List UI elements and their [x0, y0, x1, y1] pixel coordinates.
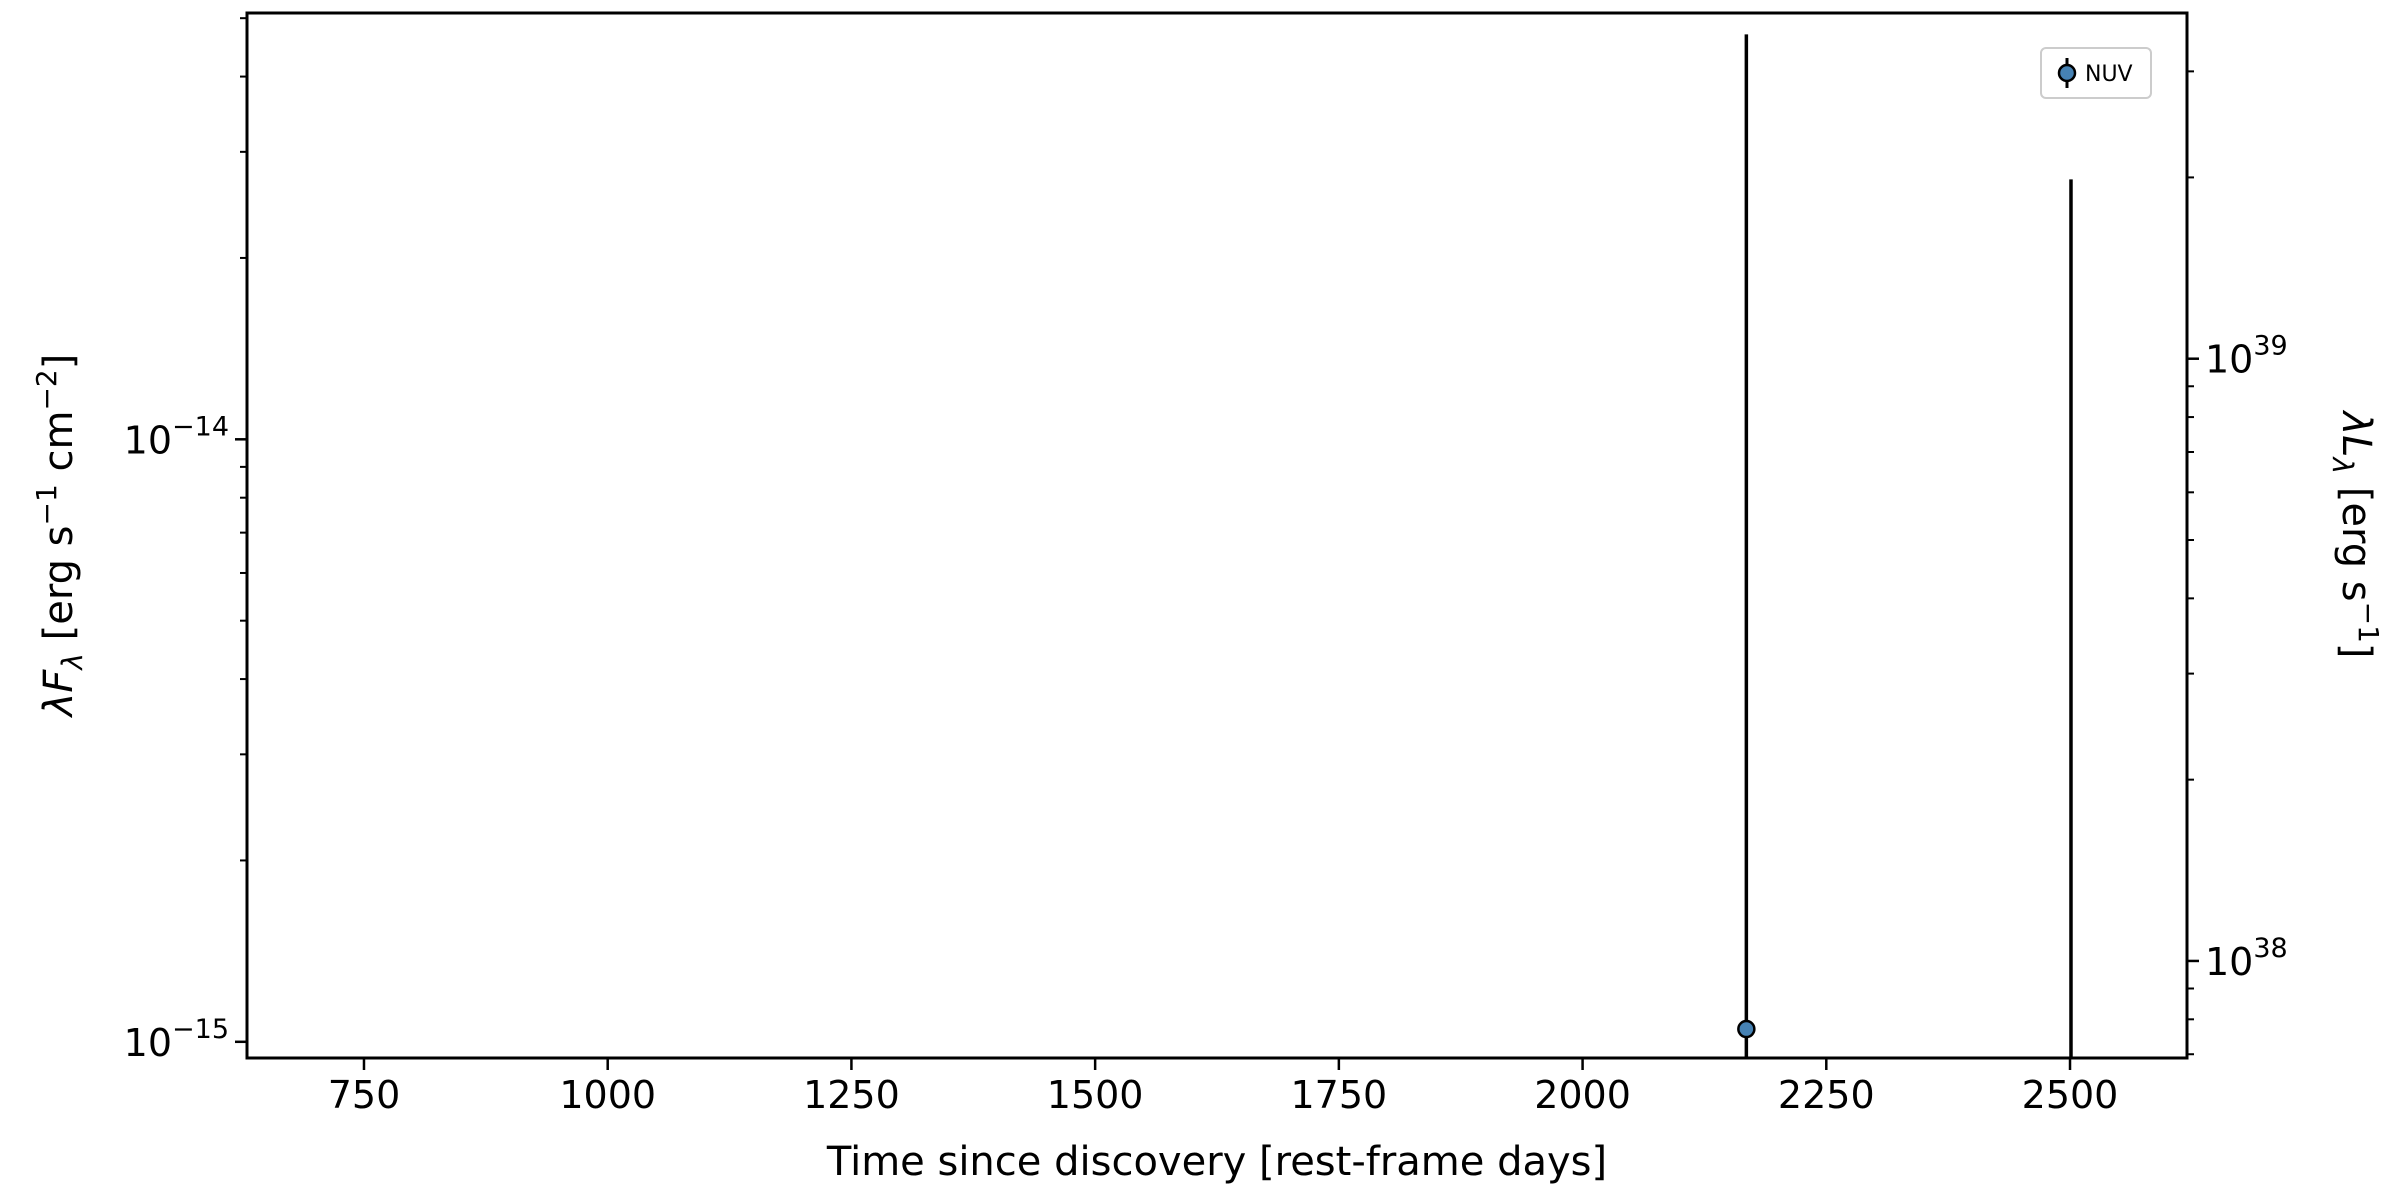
- x-tick-label: 750: [328, 1073, 401, 1117]
- x-tick-label: 2500: [2022, 1073, 2119, 1117]
- tick-base: 10: [124, 418, 172, 462]
- legend-label-nuv: NUV: [2085, 62, 2133, 87]
- right-y-axis-title: λLλ [erg s−1]: [2326, 409, 2385, 658]
- x-tick-label: 2000: [1534, 1073, 1631, 1117]
- tick-exponent: −14: [172, 411, 229, 442]
- x-tick-label: 1750: [1290, 1073, 1387, 1117]
- right-y-tick-label: 1038: [2205, 933, 2288, 984]
- x-tick-label: 1500: [1047, 1073, 1144, 1117]
- left-y-tick-label: 10−15: [124, 1014, 229, 1065]
- tick-base: 10: [2205, 338, 2253, 382]
- tick-base: 10: [124, 1021, 172, 1065]
- data-point-marker: [1737, 1019, 1756, 1039]
- legend: NUV: [2040, 47, 2152, 99]
- plot-area: [1737, 34, 2073, 1058]
- left-y-tick-label: 10−14: [124, 411, 229, 462]
- x-axis-title: Time since discovery [rest-frame days]: [826, 1139, 1607, 1185]
- left-y-axis-title: λFλ [erg s−1 cm−2]: [30, 354, 89, 719]
- right-y-tick-label: 1039: [2205, 331, 2288, 382]
- tick-exponent: 39: [2253, 331, 2287, 362]
- tick-base: 10: [2205, 940, 2253, 984]
- x-tick-label: 1250: [803, 1073, 900, 1117]
- x-tick-label: 1000: [559, 1073, 656, 1117]
- tick-exponent: 38: [2253, 933, 2287, 964]
- x-axis: 750 1000 1250 1500 1750 2000 2250 2500: [328, 1058, 2119, 1117]
- plot-frame: [245, 11, 2189, 1060]
- x-tick-label: 2250: [1778, 1073, 1875, 1117]
- tick-exponent: −15: [172, 1014, 229, 1045]
- legend-marker: [2057, 63, 2077, 83]
